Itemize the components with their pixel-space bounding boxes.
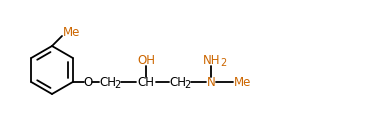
Text: 2: 2 [185, 81, 191, 91]
Text: CH: CH [169, 75, 186, 89]
Text: O: O [83, 75, 92, 89]
Text: Me: Me [63, 26, 81, 39]
Text: Me: Me [234, 75, 252, 89]
Text: CH: CH [99, 75, 116, 89]
Text: 2: 2 [115, 81, 121, 91]
Text: N: N [207, 75, 215, 89]
Text: 2: 2 [221, 59, 227, 69]
Text: OH: OH [138, 53, 156, 67]
Text: NH: NH [203, 53, 221, 67]
Text: CH: CH [137, 75, 154, 89]
